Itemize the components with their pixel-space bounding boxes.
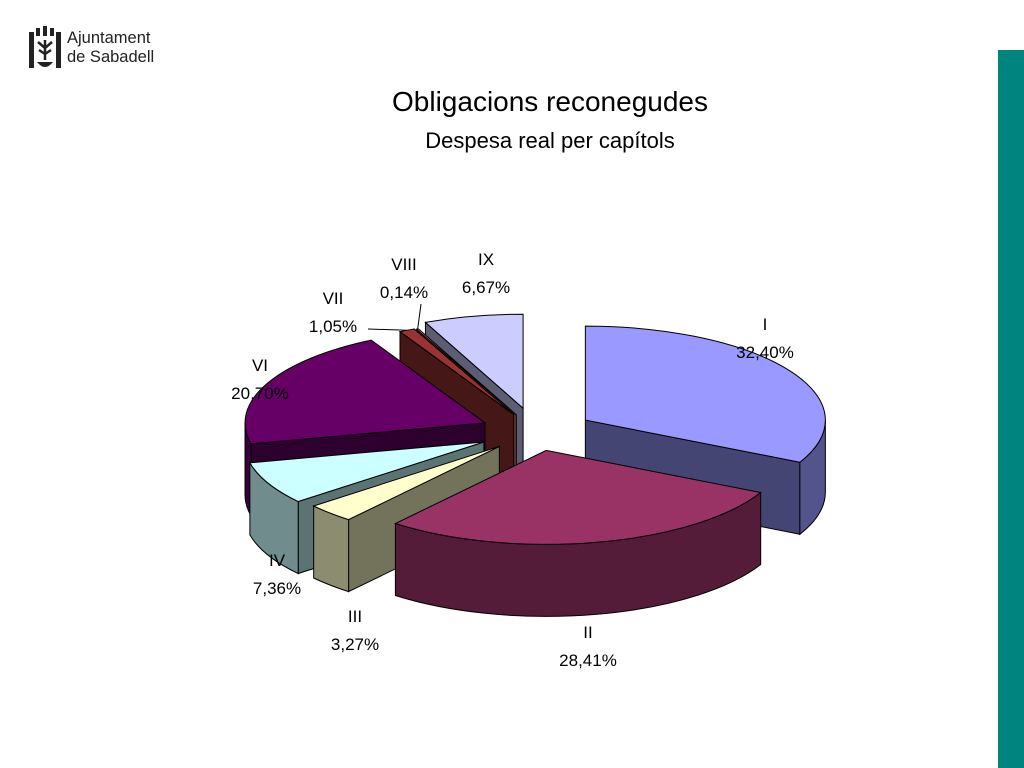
slice-value-VII: 1,05% xyxy=(309,317,357,336)
slice-label-IX: IX xyxy=(478,250,494,269)
slice-label-II: II xyxy=(583,623,592,642)
slice-value-IV: 7,36% xyxy=(253,579,301,598)
slice-II-top xyxy=(394,449,762,545)
chart-subtitle: Despesa real per capítols xyxy=(425,128,675,153)
slice-IX-top xyxy=(424,313,524,410)
leader-line-VII xyxy=(367,328,408,331)
slice-label-VI: VI xyxy=(252,356,268,375)
logo-line-1: Ajuntament xyxy=(67,29,151,47)
slice-value-III: 3,27% xyxy=(331,635,379,654)
slice-value-IX: 6,67% xyxy=(462,278,510,297)
slice-I-top xyxy=(584,325,826,463)
slice-value-VI: 20,70% xyxy=(231,384,289,403)
slice-III-side xyxy=(313,505,350,593)
slice-value-VIII: 0,14% xyxy=(380,283,428,302)
ajuntament-logo: Ajuntament de Sabadell xyxy=(27,26,187,76)
slice-label-III: III xyxy=(348,607,362,626)
leader-line-VIII xyxy=(417,303,422,330)
slice-label-VIII: VIII xyxy=(391,255,417,274)
slice-VI-top xyxy=(244,339,487,445)
chart-title: Obligacions reconegudes xyxy=(392,86,708,117)
slice-label-VII: VII xyxy=(323,289,344,308)
slice-IV-top xyxy=(249,441,485,503)
logo-line-2: de Sabadell xyxy=(67,48,155,66)
side-accent-bar xyxy=(998,50,1024,768)
slice-value-I: 32,40% xyxy=(736,343,794,362)
slice-value-II: 28,41% xyxy=(559,651,617,670)
slice-label-IV: IV xyxy=(269,551,286,570)
city-shield-icon xyxy=(29,26,61,68)
slice-label-I: I xyxy=(763,315,768,334)
slice-III-top xyxy=(312,445,500,521)
slice-II xyxy=(394,449,762,617)
